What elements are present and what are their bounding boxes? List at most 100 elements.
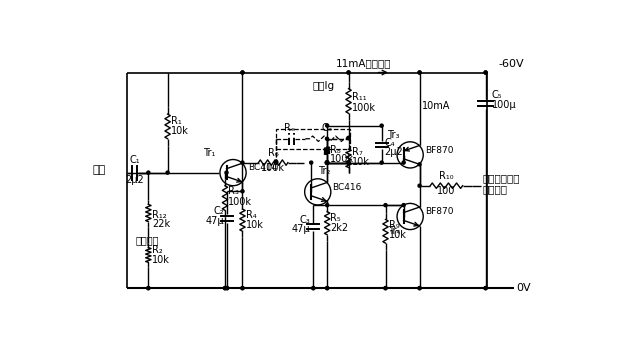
Text: Tr₂: Tr₂: [317, 166, 330, 176]
Circle shape: [484, 287, 487, 290]
Circle shape: [347, 136, 350, 139]
Text: R₄: R₄: [246, 210, 256, 220]
Circle shape: [380, 124, 383, 127]
Circle shape: [166, 171, 169, 174]
Text: 调节Ig: 调节Ig: [312, 81, 335, 91]
Text: 100k: 100k: [228, 197, 252, 207]
Circle shape: [326, 287, 329, 290]
Circle shape: [223, 287, 226, 290]
Circle shape: [326, 161, 329, 164]
Text: R₆: R₆: [268, 148, 278, 158]
Circle shape: [326, 161, 329, 164]
Text: 100k: 100k: [261, 163, 285, 173]
Text: BF870: BF870: [425, 145, 453, 155]
Text: 2k2: 2k2: [330, 223, 348, 233]
Text: 100: 100: [437, 186, 456, 196]
Circle shape: [326, 137, 329, 140]
Circle shape: [384, 287, 387, 290]
Text: 0V: 0V: [516, 283, 531, 293]
Text: Rₓ: Rₓ: [285, 123, 296, 133]
Circle shape: [380, 161, 383, 164]
Circle shape: [484, 71, 487, 74]
Circle shape: [326, 161, 329, 164]
Circle shape: [226, 287, 229, 290]
Text: Cₓ: Cₓ: [321, 123, 332, 133]
Text: 47μ: 47μ: [205, 216, 224, 227]
Text: C₄: C₄: [385, 138, 396, 148]
Circle shape: [275, 161, 278, 164]
Text: C₃: C₃: [299, 215, 310, 225]
Text: -60V: -60V: [498, 59, 525, 69]
Text: BC414: BC414: [247, 162, 277, 172]
Circle shape: [241, 287, 244, 290]
Text: Tr₄: Tr₄: [388, 226, 400, 236]
Text: 47μ: 47μ: [291, 224, 310, 234]
Text: R₁: R₁: [172, 116, 182, 126]
Text: Tr₃: Tr₃: [387, 130, 399, 140]
Circle shape: [147, 287, 150, 290]
Text: 2μ2: 2μ2: [125, 175, 144, 185]
Circle shape: [418, 287, 421, 290]
Text: C₂: C₂: [213, 206, 224, 216]
Text: 100k: 100k: [330, 154, 354, 164]
Text: R₁₂: R₁₂: [152, 210, 167, 220]
Text: R₈: R₈: [330, 144, 341, 155]
Circle shape: [402, 161, 405, 164]
Text: 10k: 10k: [246, 220, 264, 230]
Circle shape: [226, 287, 229, 290]
Circle shape: [241, 190, 244, 193]
Circle shape: [418, 71, 421, 74]
Circle shape: [241, 71, 244, 74]
Circle shape: [418, 163, 421, 166]
Circle shape: [312, 287, 315, 290]
Circle shape: [326, 204, 329, 207]
Text: 输入: 输入: [93, 165, 106, 175]
Text: 10k: 10k: [389, 230, 407, 240]
Text: 控制栅极: 控制栅极: [482, 184, 508, 194]
Text: BF870: BF870: [425, 207, 453, 216]
Circle shape: [418, 287, 421, 290]
Text: 100μ: 100μ: [492, 100, 516, 110]
Circle shape: [402, 204, 405, 207]
Text: 去输出电子管: 去输出电子管: [482, 173, 520, 183]
Circle shape: [241, 287, 244, 290]
Circle shape: [326, 161, 329, 164]
Bar: [276, 129, 350, 149]
Text: 10k: 10k: [172, 126, 189, 136]
Circle shape: [241, 71, 244, 74]
Circle shape: [241, 161, 244, 164]
Text: 10k: 10k: [152, 255, 170, 265]
Text: R₅: R₅: [330, 212, 341, 223]
Circle shape: [223, 287, 226, 290]
Circle shape: [347, 136, 350, 139]
Circle shape: [309, 161, 312, 164]
Text: 10mA: 10mA: [422, 101, 450, 111]
Text: C₁: C₁: [129, 155, 140, 165]
Circle shape: [326, 161, 329, 164]
Text: R₂: R₂: [152, 245, 163, 256]
Text: 调节偏置: 调节偏置: [135, 235, 159, 245]
Text: 10k: 10k: [352, 157, 370, 167]
Circle shape: [384, 287, 387, 290]
Text: R₇: R₇: [352, 147, 362, 157]
Text: 11mA（典型）: 11mA（典型）: [336, 59, 392, 69]
Circle shape: [326, 161, 329, 164]
Circle shape: [347, 161, 350, 164]
Circle shape: [147, 287, 150, 290]
Text: 100k: 100k: [352, 103, 376, 113]
Text: R₉: R₉: [389, 220, 399, 230]
Text: 2μ2: 2μ2: [385, 147, 404, 157]
Circle shape: [312, 287, 315, 290]
Circle shape: [484, 287, 487, 290]
Circle shape: [347, 71, 350, 74]
Circle shape: [225, 171, 228, 174]
Circle shape: [347, 71, 350, 74]
Circle shape: [418, 184, 421, 187]
Text: R₁₁: R₁₁: [352, 92, 366, 102]
Text: R₃: R₃: [228, 186, 239, 196]
Circle shape: [326, 287, 329, 290]
Circle shape: [347, 161, 350, 164]
Circle shape: [384, 204, 387, 207]
Text: C₅: C₅: [492, 90, 502, 100]
Circle shape: [484, 71, 487, 74]
